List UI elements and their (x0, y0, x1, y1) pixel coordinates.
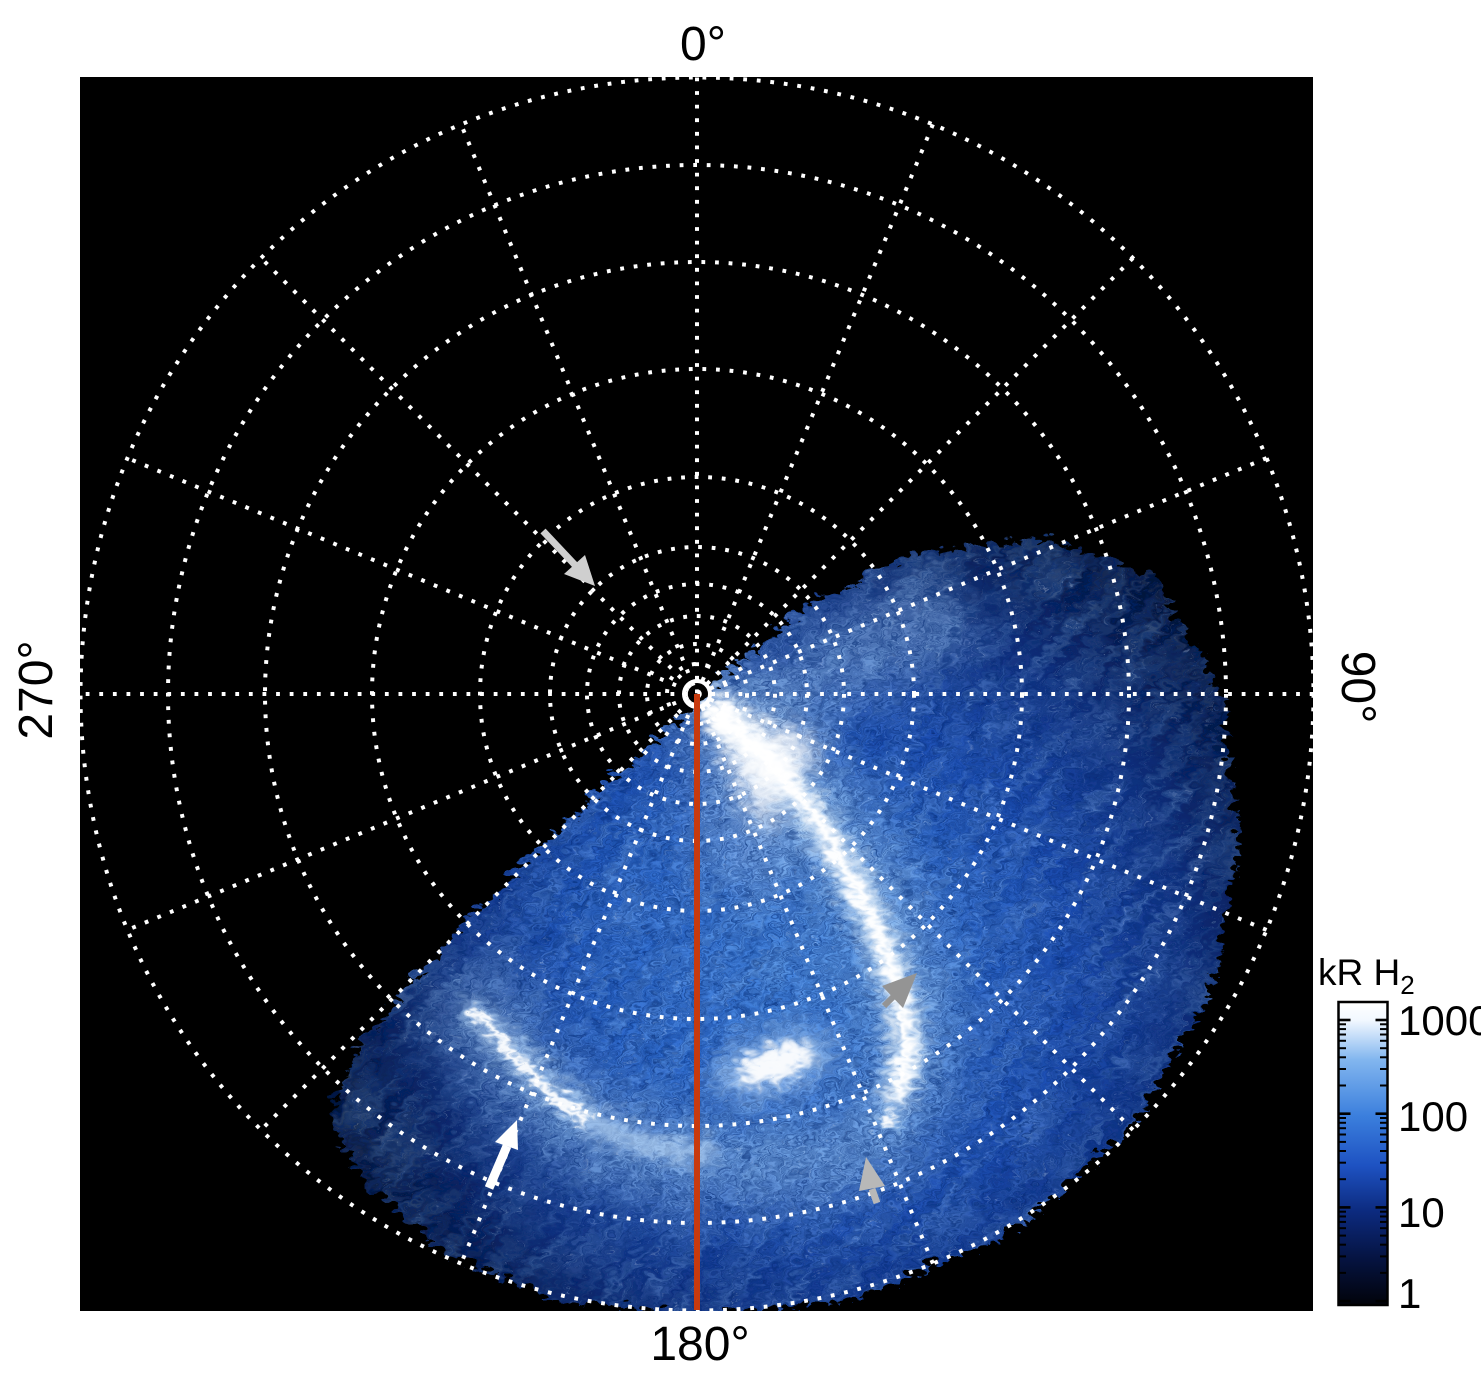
angle-label-bottom: 180° (650, 1318, 749, 1371)
arrow-1 (540, 528, 595, 586)
grid-spoke (126, 456, 1268, 932)
colorbar: kR H2 1000 100 10 1 (1318, 952, 1481, 1317)
arrow-3 (881, 973, 917, 1009)
arrow-2-head (495, 1120, 518, 1150)
colorbar-tick-label-100: 100 (1398, 1093, 1468, 1140)
colorbar-tick-label-1000: 1000 (1398, 997, 1481, 1044)
grid-spoke (459, 123, 935, 1265)
grid-spoke (459, 123, 935, 1265)
grid-spoke (259, 256, 1135, 1132)
angle-label-top: 0° (680, 18, 726, 71)
arrow-4-shaft (868, 1187, 881, 1205)
colorbar-tick-label-10: 10 (1398, 1189, 1445, 1236)
pole-bright-fan (697, 694, 812, 826)
arrow-3-head (882, 973, 917, 1008)
pole-bright-core (699, 696, 731, 728)
grid-ring (80, 77, 1313, 1311)
grid-ring (263, 260, 1131, 1128)
colorbar-ticks (1338, 1018, 1388, 1303)
arrow-4 (859, 1157, 885, 1205)
colorbar-frame (1337, 1000, 1389, 1307)
colorbar-title: kR H2 (1318, 952, 1415, 1000)
annotation-arrows (484, 528, 917, 1205)
arrow-2 (484, 1120, 518, 1190)
grid-spokes (80, 77, 1313, 1311)
grid-spoke (126, 456, 1268, 932)
arrow-1-shaft (540, 528, 578, 568)
sw-arc-core (465, 1001, 585, 1118)
grid-ring (585, 582, 809, 806)
grid-ring (548, 545, 846, 843)
bright-patch-core (731, 1038, 805, 1078)
bright-spot-core (875, 1106, 889, 1120)
grid-ring (617, 614, 777, 774)
arrow-4-head (859, 1157, 885, 1191)
polar-grid (80, 77, 1313, 1311)
grid-ring (645, 642, 749, 746)
grid-ring (665, 662, 729, 726)
angle-label-right: 90° (1331, 651, 1384, 724)
grid-spoke (259, 256, 1135, 1132)
colorbar-tick-label-1: 1 (1398, 1270, 1421, 1317)
arrow-2-shaft (484, 1144, 512, 1190)
colorbar-gradient (1338, 1002, 1388, 1305)
angle-label-left: 270° (10, 640, 63, 739)
grid-ring (370, 367, 1024, 1021)
arrow-3-shaft (881, 994, 896, 1009)
arrow-1-head (564, 555, 595, 586)
